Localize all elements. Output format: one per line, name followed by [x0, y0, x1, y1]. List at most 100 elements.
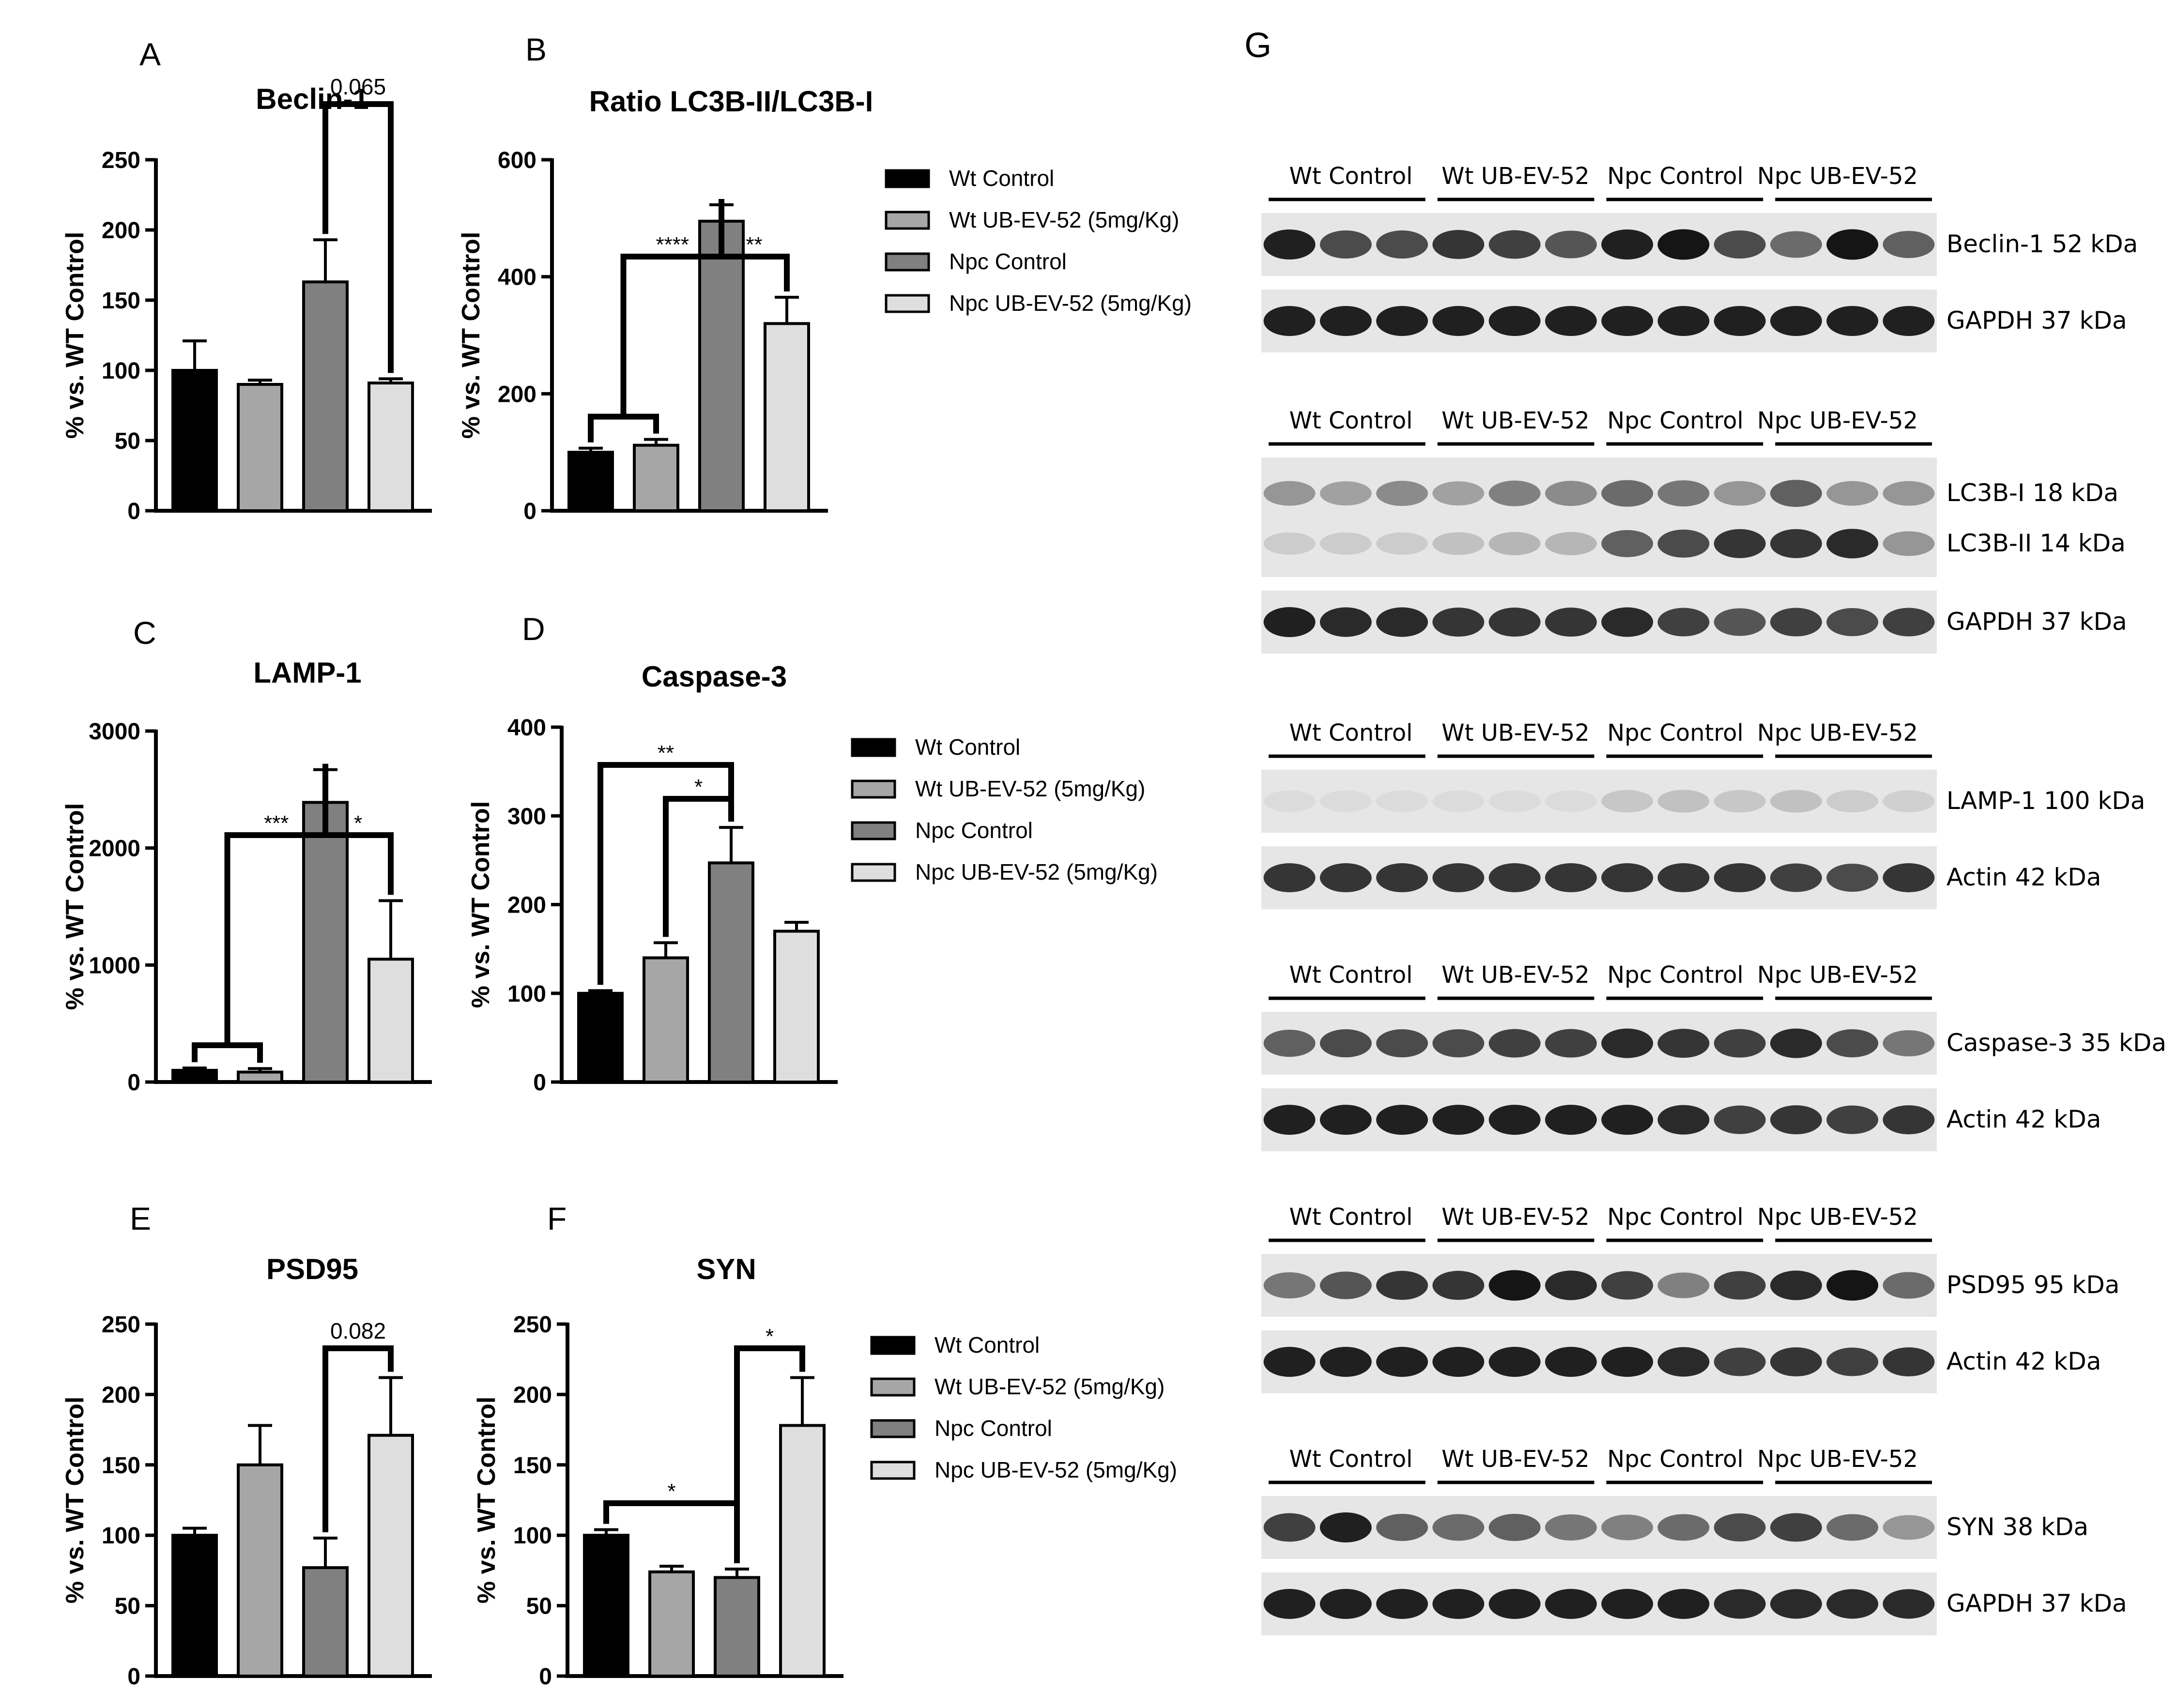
blot-group-label: Npc Control	[1607, 163, 1744, 190]
western-blots: Wt Control Wt UB-EV-52 Npc Control Npc UB-E…	[1261, 163, 2166, 1635]
blot-band	[1263, 1272, 1316, 1298]
chart-b: B Ratio LC3B-II/LC3B-I % vs. WT Control 0 20…	[457, 31, 873, 524]
blot-band	[1263, 306, 1316, 336]
blot-band	[1770, 529, 1822, 558]
blot-label: PSD95 95 kDa	[1946, 1271, 2120, 1299]
blot-band	[1319, 790, 1372, 812]
bar-1	[171, 369, 218, 512]
chart-title: Ratio LC3B-II/LC3B-I	[589, 85, 873, 118]
blot-membrane	[1261, 1088, 1937, 1151]
legend-label: Npc UB-EV-52 (5mg/Kg)	[949, 290, 1192, 316]
blot-band	[1826, 1105, 1879, 1134]
blot-band	[1657, 1514, 1710, 1541]
blot-strip: GAPDH 37 kDa	[1261, 591, 2127, 654]
blot-band	[1319, 607, 1372, 637]
blot-band	[1319, 1271, 1372, 1299]
legend-label: Npc Control	[915, 818, 1033, 843]
blot-band	[1263, 607, 1316, 637]
blot-membrane	[1261, 1496, 1937, 1559]
blot-band	[1545, 1347, 1597, 1377]
blot-band	[1319, 306, 1372, 336]
y-tick-label: 0	[533, 1070, 546, 1096]
blot-band	[1770, 1589, 1822, 1619]
blot-group-label: Npc Control	[1607, 961, 1744, 989]
blot-band	[1376, 1347, 1428, 1377]
blot-group-label: Wt Control	[1289, 1446, 1412, 1473]
significance-label: *	[766, 1325, 774, 1348]
significance-bracket: **	[598, 741, 734, 985]
significance-bracket: 0.082	[322, 1318, 394, 1533]
bar-3	[714, 1576, 760, 1678]
blot-label: LC3B-I 18 kDa	[1946, 479, 2118, 507]
bar-2	[648, 1570, 695, 1678]
blot-band	[1657, 229, 1710, 260]
blot-membrane	[1261, 458, 1937, 577]
y-tick-label: 50	[115, 428, 140, 454]
blot-band	[1826, 306, 1879, 336]
y-tick-label: 0	[127, 1664, 140, 1690]
bar-2	[643, 956, 689, 1083]
y-tick-label: 200	[102, 218, 140, 244]
significance-label: **	[658, 741, 674, 765]
blot-group-label: Wt Control	[1289, 961, 1412, 989]
bar-2	[237, 1070, 283, 1083]
legend-label: Wt UB-EV-52 (5mg/Kg)	[935, 1374, 1165, 1399]
bar-1	[171, 1534, 218, 1678]
blot-band	[1883, 306, 1935, 336]
blot-band	[1657, 529, 1710, 558]
bar-charts: A Beclin-1 % vs. WT Control 0 50 100 150 200 250…	[61, 31, 873, 1690]
legend-swatch	[851, 779, 896, 799]
blot-band	[1770, 1105, 1822, 1134]
blot-band	[1488, 1514, 1541, 1541]
blot-band	[1770, 306, 1822, 336]
blot-label: GAPDH 37 kDa	[1946, 306, 2127, 335]
blot-band	[1488, 608, 1541, 637]
bar-4	[773, 930, 820, 1083]
y-tick-label: 2000	[89, 836, 140, 862]
legend-label: Wt Control	[935, 1332, 1040, 1357]
blot-membrane	[1261, 1330, 1937, 1393]
legend-label: Npc UB-EV-52 (5mg/Kg)	[935, 1457, 1177, 1482]
bar-2	[237, 383, 283, 512]
blot-band	[1883, 1272, 1935, 1299]
blot-band	[1488, 532, 1541, 555]
blot-band	[1545, 1105, 1597, 1135]
blot-band	[1601, 863, 1654, 892]
legend-label: Wt Control	[949, 166, 1054, 191]
blot-band	[1376, 863, 1428, 892]
blot-band	[1714, 608, 1766, 636]
blot-band	[1545, 790, 1597, 812]
bar-4	[368, 381, 414, 512]
chart-e: E PSD95 % vs. WT Control 0 50 100 150 200 250 0.0…	[61, 1201, 432, 1690]
y-tick-label: 400	[507, 715, 546, 741]
blot-label: LC3B-II 14 kDa	[1946, 529, 2126, 557]
blot-band	[1263, 790, 1316, 812]
blot-band	[1319, 1512, 1372, 1542]
blot-band	[1714, 1347, 1766, 1376]
blot-membrane	[1261, 1572, 1937, 1635]
blot-membrane	[1261, 1012, 1937, 1075]
blot-strip: Caspase-3 35 kDa	[1261, 1012, 2166, 1075]
blot-band	[1826, 608, 1879, 636]
blot-band	[1770, 1347, 1822, 1376]
significance-bracket: *	[734, 1325, 805, 1563]
y-tick-label: 250	[102, 148, 140, 173]
significance-bracket: *	[663, 775, 734, 937]
panel-letter-b: B	[525, 31, 547, 67]
blot-band	[1770, 608, 1822, 637]
blot-band	[1432, 1589, 1485, 1619]
blot-band	[1545, 532, 1597, 555]
blot-band	[1432, 532, 1485, 555]
blot-band	[1319, 1105, 1372, 1135]
blot-band	[1883, 531, 1935, 556]
blot-group-label: Npc Control	[1607, 407, 1744, 434]
panel-letter-g: G	[1244, 26, 1272, 65]
blot-band	[1319, 481, 1372, 506]
blot-band	[1657, 1589, 1710, 1619]
blot-band	[1826, 790, 1879, 812]
y-tick-label: 50	[526, 1594, 552, 1619]
blot-band	[1376, 607, 1428, 637]
blot-band	[1488, 1029, 1541, 1058]
legend-swatch	[870, 1377, 916, 1397]
